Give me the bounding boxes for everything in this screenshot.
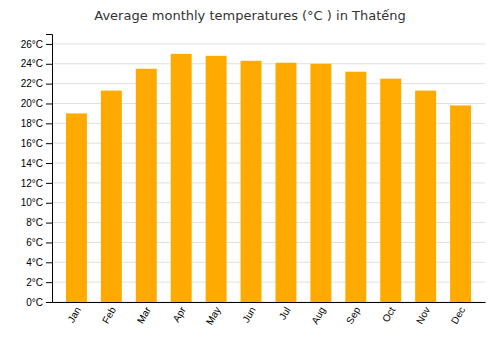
y-tick-mark: [46, 183, 52, 184]
y-tick: 10°C: [21, 197, 52, 208]
y-tick: 20°C: [21, 98, 52, 109]
y-tick-label: 10°C: [21, 197, 43, 208]
x-tick-label: Jan: [66, 305, 84, 324]
x-tick: Aug: [309, 305, 327, 326]
y-tick: 24°C: [21, 58, 52, 69]
y-tick-label: 0°C: [26, 297, 43, 308]
y-tick-mark: [46, 302, 52, 303]
y-tick-mark: [46, 282, 52, 283]
y-tick-mark: [46, 143, 52, 144]
x-tick-label: Dec: [449, 305, 467, 326]
grid-line: [52, 83, 485, 84]
x-tick-label: Jun: [240, 305, 258, 324]
y-tick-mark: [46, 163, 52, 164]
x-axis-line: [53, 302, 486, 303]
x-tick-label: May: [204, 305, 223, 327]
y-tick-label: 8°C: [26, 217, 43, 228]
y-tick-mark: [46, 123, 52, 124]
chart-container: Average monthly temperatures (°C ) in Th…: [0, 0, 500, 350]
y-tick: 2°C: [26, 277, 52, 288]
y-tick: 8°C: [26, 217, 52, 228]
bar: [241, 61, 262, 302]
y-tick: 0°C: [26, 297, 52, 308]
y-tick: 22°C: [21, 78, 52, 89]
x-axis: Jan Feb Mar Apr May Jun Jul Aug Sep Oct Nov Dec: [53, 303, 486, 327]
x-tick: Oct: [380, 305, 397, 324]
x-tick: Mar: [135, 304, 153, 325]
x-tick-label: Sep: [344, 305, 363, 326]
y-tick: 6°C: [26, 237, 52, 248]
x-tick: Jan: [66, 305, 84, 324]
y-tick: 26°C: [21, 39, 52, 50]
y-tick-mark: [46, 242, 52, 243]
bars: [66, 54, 471, 302]
x-tick: Sep: [344, 305, 363, 326]
y-tick-label: 6°C: [26, 237, 43, 248]
x-tick: Dec: [449, 305, 467, 326]
y-tick-label: 2°C: [26, 277, 43, 288]
grid-line: [52, 43, 485, 44]
bar: [101, 91, 122, 302]
x-tick-label: Mar: [135, 304, 153, 325]
y-tick-label: 18°C: [21, 118, 43, 129]
bar: [345, 72, 366, 302]
x-tick-label: Apr: [171, 304, 189, 324]
bar: [310, 64, 331, 302]
y-tick-mark: [46, 223, 52, 224]
bar: [415, 91, 436, 302]
bar: [66, 113, 87, 302]
x-tick-label: Aug: [309, 305, 327, 326]
bar: [171, 54, 192, 302]
y-tick: 16°C: [21, 138, 52, 149]
bar: [450, 105, 471, 302]
y-tick-label: 20°C: [21, 98, 43, 109]
y-tick-mark: [46, 103, 52, 104]
chart-svg: Average monthly temperatures (°C ) in Th…: [0, 0, 500, 350]
y-tick-label: 4°C: [26, 257, 43, 268]
x-tick: May: [204, 305, 223, 327]
y-tick-label: 12°C: [21, 178, 43, 189]
y-tick: 4°C: [26, 257, 52, 268]
y-tick-mark: [46, 44, 52, 45]
y-tick-label: 14°C: [21, 158, 43, 169]
plot-area: 0°C 2°C 4°C 6°C 8°C 10°C 12°C 14°C 16°C 18°C 20°C 2…: [21, 35, 486, 327]
y-tick-label: 22°C: [21, 78, 43, 89]
bar: [206, 56, 227, 302]
bar: [136, 69, 157, 302]
x-tick-label: Feb: [100, 305, 118, 326]
y-axis: 0°C 2°C 4°C 6°C 8°C 10°C 12°C 14°C 16°C 18°C 20°C 2…: [21, 35, 53, 308]
x-tick: Jun: [240, 305, 258, 324]
bar: [380, 79, 401, 302]
y-axis-line: [46, 35, 53, 303]
y-tick: 14°C: [21, 158, 52, 169]
x-tick-label: Nov: [414, 305, 432, 326]
y-tick: 12°C: [21, 178, 52, 189]
y-tick-mark: [46, 203, 52, 204]
y-tick-label: 16°C: [21, 138, 43, 149]
y-tick-label: 26°C: [21, 39, 43, 50]
bar: [275, 63, 296, 302]
x-tick-label: Jul: [277, 305, 293, 322]
y-tick-mark: [46, 84, 52, 85]
y-tick-mark: [46, 64, 52, 65]
x-tick: Jul: [277, 305, 293, 322]
chart-title: Average monthly temperatures (°C ) in Th…: [94, 8, 405, 23]
x-tick: Nov: [414, 305, 432, 326]
y-tick-label: 24°C: [21, 58, 43, 69]
x-tick: Feb: [100, 305, 118, 326]
grid-line: [52, 63, 485, 64]
y-tick-mark: [46, 262, 52, 263]
grid: [52, 44, 485, 302]
y-tick: 18°C: [21, 118, 52, 129]
x-tick-label: Oct: [380, 305, 397, 324]
x-tick: Apr: [171, 304, 189, 324]
